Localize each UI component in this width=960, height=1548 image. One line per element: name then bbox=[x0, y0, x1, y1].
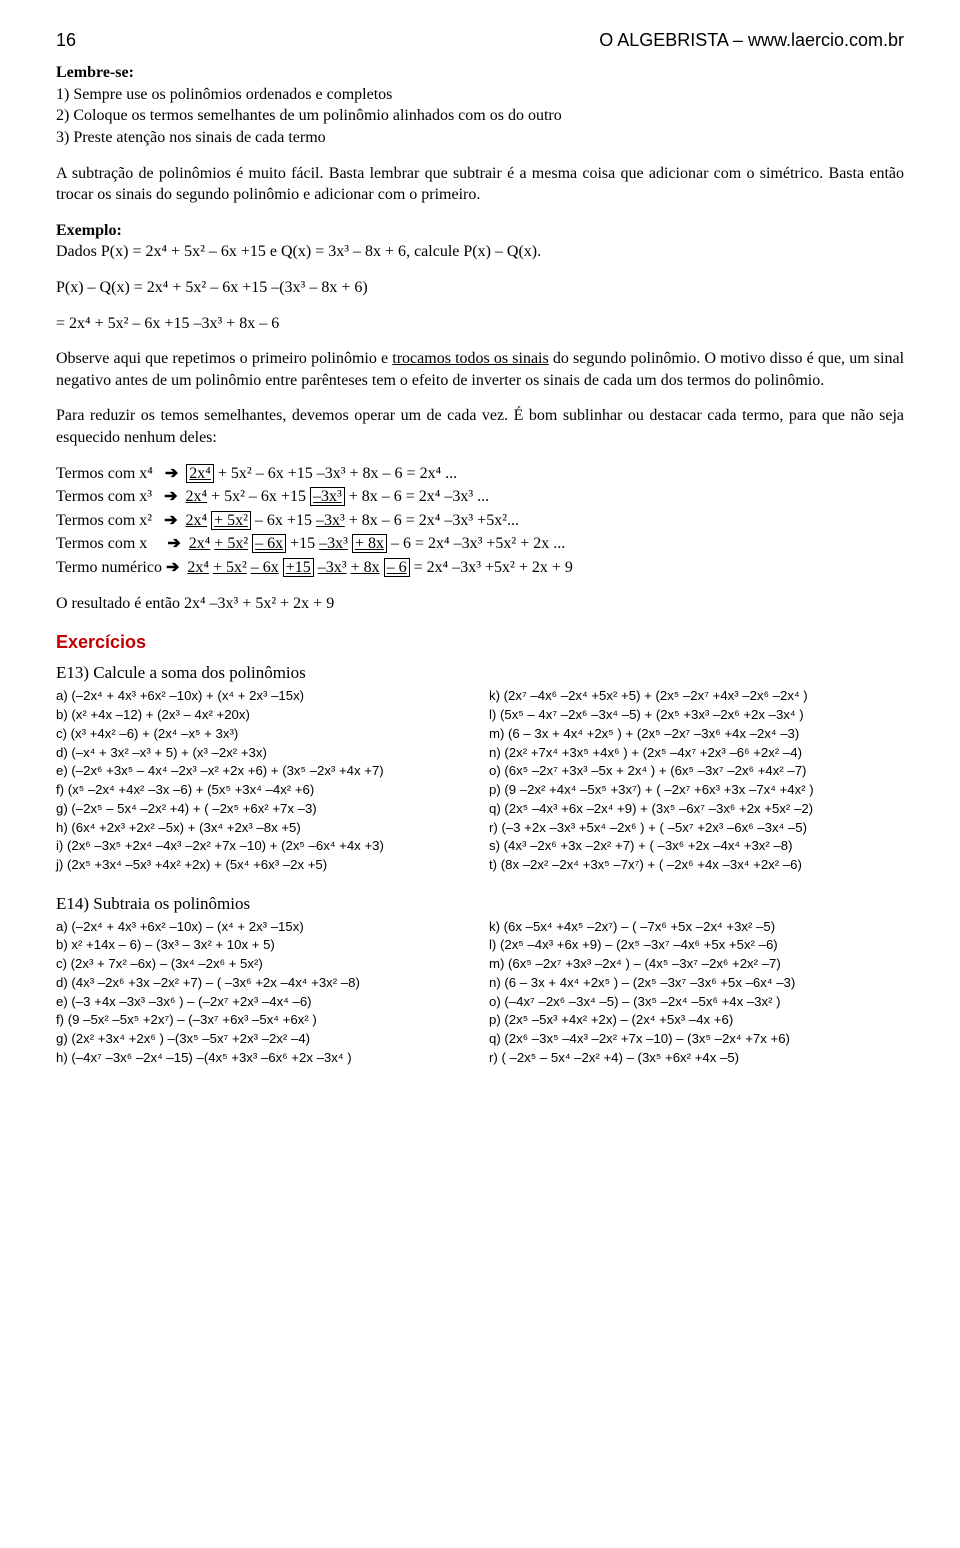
paragraph: Para reduzir os temos semelhantes, devem… bbox=[56, 405, 904, 448]
exercise-item: f) (9 –5x² –5x⁵ +2x⁷) – (–3x⁷ +6x³ –5x⁴ … bbox=[56, 1011, 471, 1030]
result-line: O resultado é então 2x⁴ –3x³ + 5x² + 2x … bbox=[56, 593, 904, 615]
exercise-item: l) (5x⁵ – 4x⁷ –2x⁶ –3x⁴ –5) + (2x⁵ +3x³ … bbox=[489, 706, 904, 725]
exercise-item: d) (4x³ –2x⁶ +3x –2x² +7) – ( –3x⁶ +2x –… bbox=[56, 974, 471, 993]
terms-line: Termos com x³ ➔ 2x⁴ + 5x² – 6x +15 –3x³ … bbox=[56, 486, 904, 508]
exercise-item: r) ( –2x⁵ – 5x⁴ –2x² +4) – (3x⁵ +6x² +4x… bbox=[489, 1049, 904, 1068]
page-number: 16 bbox=[56, 28, 76, 52]
exercise-item: h) (–4x⁷ –3x⁶ –2x⁴ –15) –(4x⁵ +3x³ –6x⁶ … bbox=[56, 1049, 471, 1068]
exercise-item: a) (–2x⁴ + 4x³ +6x² –10x) + (x⁴ + 2x³ –1… bbox=[56, 687, 471, 706]
exercise-item: j) (2x⁵ +3x⁴ –5x³ +4x² +2x) + (5x⁴ +6x³ … bbox=[56, 856, 471, 875]
exercise-item: b) (x² +4x –12) + (2x³ – 4x² +20x) bbox=[56, 706, 471, 725]
exercise-col-left: a) (–2x⁴ + 4x³ +6x² –10x) – (x⁴ + 2x³ –1… bbox=[56, 918, 471, 1068]
exercise-item: g) (–2x⁵ – 5x⁴ –2x² +4) + ( –2x⁵ +6x² +7… bbox=[56, 800, 471, 819]
page-header: 16 O ALGEBRISTA – www.laercio.com.br bbox=[56, 28, 904, 52]
exercises-title: Exercícios bbox=[56, 630, 904, 654]
terms-block: Termos com x⁴ ➔ 2x⁴ + 5x² – 6x +15 –3x³ … bbox=[56, 463, 904, 579]
terms-line: Termos com x⁴ ➔ 2x⁴ + 5x² – 6x +15 –3x³ … bbox=[56, 463, 904, 485]
exercise-item: o) (6x⁵ –2x⁷ +3x³ –5x + 2x⁴ ) + (6x⁵ –3x… bbox=[489, 762, 904, 781]
terms-line: Termo numérico ➔ 2x⁴ + 5x² – 6x +15 –3x³… bbox=[56, 557, 904, 579]
exercise-item: n) (2x² +7x⁴ +3x⁵ +4x⁶ ) + (2x⁵ –4x⁷ +2x… bbox=[489, 744, 904, 763]
exercise-item: m) (6x⁵ –2x⁷ +3x³ –2x⁴ ) – (4x⁵ –3x⁷ –2x… bbox=[489, 955, 904, 974]
exercise-col-left: a) (–2x⁴ + 4x³ +6x² –10x) + (x⁴ + 2x³ –1… bbox=[56, 687, 471, 874]
terms-line: Termos com x² ➔ 2x⁴ + 5x² – 6x +15 –3x³ … bbox=[56, 510, 904, 532]
example-given: Dados P(x) = 2x⁴ + 5x² – 6x +15 e Q(x) =… bbox=[56, 241, 904, 263]
exercise-item: e) (–2x⁶ +3x⁵ – 4x⁴ –2x³ –x² +2x +6) + (… bbox=[56, 762, 471, 781]
exercise-item: p) (9 –2x² +4x⁴ –5x⁵ +3x⁷) + ( –2x⁷ +6x³… bbox=[489, 781, 904, 800]
exercise-item: r) (–3 +2x –3x³ +5x⁴ –2x⁶ ) + ( –5x⁷ +2x… bbox=[489, 819, 904, 838]
reminder-item: 2) Coloque os termos semelhantes de um p… bbox=[56, 105, 904, 127]
reminder-item: 3) Preste atenção nos sinais de cada ter… bbox=[56, 127, 904, 149]
exercise-item: q) (2x⁶ –3x⁵ –4x³ –2x² +7x –10) – (3x⁵ –… bbox=[489, 1030, 904, 1049]
example-line1: P(x) – Q(x) = 2x⁴ + 5x² – 6x +15 –(3x³ –… bbox=[56, 277, 904, 299]
exercise-heading: E13) Calcule a soma dos polinômios bbox=[56, 662, 904, 685]
paragraph: A subtração de polinômios é muito fácil.… bbox=[56, 163, 904, 206]
exercise-item: h) (6x⁴ +2x³ +2x² –5x) + (3x⁴ +2x³ –8x +… bbox=[56, 819, 471, 838]
example-line2: = 2x⁴ + 5x² – 6x +15 –3x³ + 8x – 6 bbox=[56, 313, 904, 335]
exercise-item: p) (2x⁵ –5x³ +4x² +2x) – (2x⁴ +5x³ –4x +… bbox=[489, 1011, 904, 1030]
paragraph: Observe aqui que repetimos o primeiro po… bbox=[56, 348, 904, 391]
exercise-item: e) (–3 +4x –3x³ –3x⁶ ) – (–2x⁷ +2x³ –4x⁴… bbox=[56, 993, 471, 1012]
reminder-heading: Lembre-se: bbox=[56, 62, 904, 84]
exercise-item: m) (6 – 3x + 4x⁴ +2x⁵ ) + (2x⁵ –2x⁷ –3x⁶… bbox=[489, 725, 904, 744]
exercise-item: k) (2x⁷ –4x⁶ –2x⁴ +5x² +5) + (2x⁵ –2x⁷ +… bbox=[489, 687, 904, 706]
exercise-item: f) (x⁵ –2x⁴ +4x² –3x –6) + (5x⁵ +3x⁴ –4x… bbox=[56, 781, 471, 800]
exercise-item: q) (2x⁵ –4x³ +6x –2x⁴ +9) + (3x⁵ –6x⁷ –3… bbox=[489, 800, 904, 819]
example-block: Exemplo: Dados P(x) = 2x⁴ + 5x² – 6x +15… bbox=[56, 220, 904, 263]
exercise-item: n) (6 – 3x + 4x⁴ +2x⁵ ) – (2x⁵ –3x⁷ –3x⁶… bbox=[489, 974, 904, 993]
exercise-item: c) (2x³ + 7x² –6x) – (3x⁴ –2x⁶ + 5x²) bbox=[56, 955, 471, 974]
exercise-item: t) (8x –2x² –2x⁴ +3x⁵ –7x⁷) + ( –2x⁶ +4x… bbox=[489, 856, 904, 875]
exercise-item: b) x² +14x – 6) – (3x³ – 3x² + 10x + 5) bbox=[56, 936, 471, 955]
exercise-item: a) (–2x⁴ + 4x³ +6x² –10x) – (x⁴ + 2x³ –1… bbox=[56, 918, 471, 937]
exercise-item: l) (2x⁵ –4x³ +6x +9) – (2x⁵ –3x⁷ –4x⁶ +5… bbox=[489, 936, 904, 955]
exercise-col-right: k) (2x⁷ –4x⁶ –2x⁴ +5x² +5) + (2x⁵ –2x⁷ +… bbox=[489, 687, 904, 874]
reminder-item: 1) Sempre use os polinômios ordenados e … bbox=[56, 84, 904, 106]
exercise-item: d) (–x⁴ + 3x² –x³ + 5) + (x³ –2x² +3x) bbox=[56, 744, 471, 763]
header-title: O ALGEBRISTA – www.laercio.com.br bbox=[599, 28, 904, 52]
exercise-item: g) (2x² +3x⁴ +2x⁶ ) –(3x⁵ –5x⁷ +2x³ –2x²… bbox=[56, 1030, 471, 1049]
reminder-block: Lembre-se: 1) Sempre use os polinômios o… bbox=[56, 62, 904, 148]
underlined-text: trocamos todos os sinais bbox=[392, 350, 548, 367]
example-heading: Exemplo: bbox=[56, 220, 904, 242]
exercise-item: i) (2x⁶ –3x⁵ +2x⁴ –4x³ –2x² +7x –10) + (… bbox=[56, 837, 471, 856]
exercise-item: k) (6x –5x⁴ +4x⁵ –2x⁷) – ( –7x⁶ +5x –2x⁴… bbox=[489, 918, 904, 937]
exercise-e14: a) (–2x⁴ + 4x³ +6x² –10x) – (x⁴ + 2x³ –1… bbox=[56, 918, 904, 1068]
terms-line: Termos com x ➔ 2x⁴ + 5x² – 6x +15 –3x³ +… bbox=[56, 533, 904, 555]
exercise-heading: E14) Subtraia os polinômios bbox=[56, 893, 904, 916]
exercise-item: s) (4x³ –2x⁶ +3x –2x² +7) + ( –3x⁶ +2x –… bbox=[489, 837, 904, 856]
exercise-item: o) (–4x⁷ –2x⁶ –3x⁴ –5) – (3x⁵ –2x⁴ –5x⁶ … bbox=[489, 993, 904, 1012]
exercise-col-right: k) (6x –5x⁴ +4x⁵ –2x⁷) – ( –7x⁶ +5x –2x⁴… bbox=[489, 918, 904, 1068]
exercise-e13: a) (–2x⁴ + 4x³ +6x² –10x) + (x⁴ + 2x³ –1… bbox=[56, 687, 904, 874]
exercise-item: c) (x³ +4x² –6) + (2x⁴ –x⁵ + 3x³) bbox=[56, 725, 471, 744]
